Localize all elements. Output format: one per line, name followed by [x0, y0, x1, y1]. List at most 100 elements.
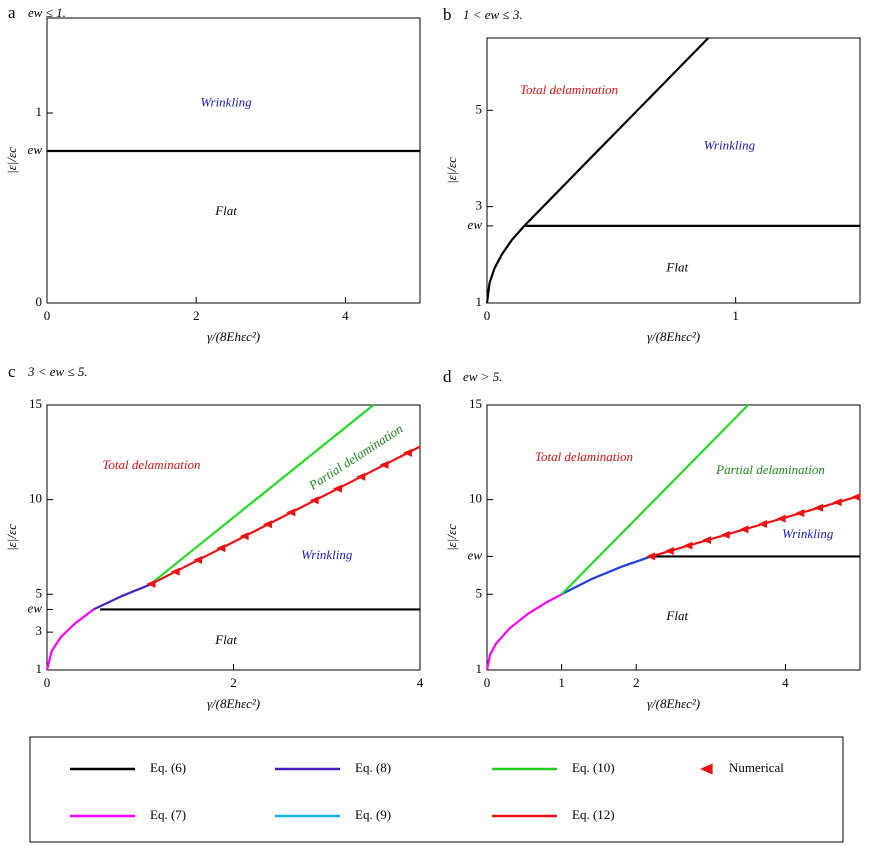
- numerical-marker: [832, 498, 842, 507]
- y-tick-label: 1: [36, 104, 43, 119]
- annotation: Flat: [214, 203, 237, 218]
- x-tick-label: 1: [558, 675, 565, 690]
- legend-label: Eq. (6): [150, 760, 186, 775]
- y-tick-label: 5: [476, 585, 483, 600]
- y-tick-label: 3: [476, 198, 483, 213]
- y-tick-label: 10: [469, 491, 482, 506]
- panel-subtitle: 1 < ew ≤ 3.: [463, 7, 523, 22]
- annotation: Partial delamination: [305, 421, 405, 493]
- numerical-marker: [776, 514, 786, 523]
- y-tick-label: 10: [29, 491, 42, 506]
- y-tick-label: 1: [36, 661, 43, 676]
- legend-label: Eq. (7): [150, 807, 186, 822]
- numerical-marker: [170, 567, 180, 576]
- numerical-marker: [758, 520, 768, 529]
- x-axis-label: γ/(8Ehεc²): [647, 696, 700, 711]
- y-tick-label: 1: [476, 661, 483, 676]
- numerical-marker: [309, 496, 319, 505]
- annotation: Flat: [214, 632, 237, 647]
- panel-subtitle: ew > 5.: [463, 369, 502, 384]
- panel-subtitle: ew ≤ 1.: [28, 5, 66, 20]
- annotation: Wrinkling: [301, 547, 353, 562]
- annotation: Total delamination: [535, 449, 633, 464]
- annotation: Flat: [665, 608, 688, 623]
- curve: [93, 583, 150, 611]
- plot-frame: [486, 404, 861, 671]
- panel-label: b: [443, 5, 452, 24]
- y-axis-label: |ε|/εc: [444, 524, 459, 551]
- numerical-marker: [146, 579, 156, 588]
- y-tick-label: 0: [36, 294, 43, 309]
- numerical-marker: [702, 536, 712, 545]
- y-tick-label: 3: [36, 623, 43, 638]
- annotation: Total delamination: [102, 457, 200, 472]
- x-tick-label: 2: [633, 675, 640, 690]
- plot-frame: [486, 37, 861, 304]
- numerical-marker: [851, 492, 861, 501]
- panel-subtitle: 3 < ew ≤ 5.: [27, 364, 88, 379]
- y-axis-label: |ε|/εc: [444, 157, 459, 184]
- x-tick-label: 4: [417, 675, 424, 690]
- legend-label: Eq. (12): [572, 807, 615, 822]
- y-tick-label: 5: [476, 101, 483, 116]
- numerical-marker: [683, 541, 693, 550]
- curve: [485, 593, 563, 671]
- numerical-marker: [813, 503, 823, 512]
- y-axis-label: |ε|/εc: [4, 147, 19, 174]
- annotation: Partial delamination: [715, 462, 825, 477]
- x-tick-label: 0: [484, 308, 491, 323]
- numerical-marker: [720, 530, 730, 539]
- legend-label: Eq. (8): [355, 760, 391, 775]
- curve: [485, 37, 710, 304]
- legend-box: [29, 736, 844, 843]
- curve: [560, 404, 749, 596]
- numerical-marker: [379, 460, 389, 469]
- panel-label: a: [8, 3, 16, 22]
- x-tick-label: 0: [44, 308, 51, 323]
- annotation: Total delamination: [520, 82, 618, 97]
- legend-label: Numerical: [729, 760, 784, 775]
- annotation: Wrinkling: [704, 138, 756, 153]
- numerical-marker: [286, 508, 296, 517]
- numerical-marker: [216, 544, 226, 553]
- numerical-marker: [193, 556, 203, 565]
- panel-label: d: [443, 367, 452, 386]
- legend-marker: [700, 763, 713, 775]
- y-tick-label: 1: [476, 294, 483, 309]
- curve: [149, 445, 421, 586]
- legend-label: Eq. (9): [355, 807, 391, 822]
- y-tick-label: 15: [29, 396, 42, 411]
- y-tick-label: 5: [36, 585, 43, 600]
- curve: [45, 608, 95, 671]
- x-axis-label: γ/(8Ehεc²): [207, 329, 260, 344]
- y-tick-label: ew: [468, 547, 483, 562]
- y-tick-label: 15: [469, 396, 482, 411]
- x-tick-label: 0: [44, 675, 51, 690]
- panel-label: c: [8, 362, 16, 381]
- numerical-marker: [402, 448, 412, 457]
- numerical-marker: [739, 525, 749, 534]
- x-tick-label: 2: [230, 675, 237, 690]
- annotation: Flat: [665, 260, 688, 275]
- numerical-marker: [239, 532, 249, 541]
- x-tick-label: 1: [732, 308, 739, 323]
- x-tick-label: 4: [782, 675, 789, 690]
- x-tick-label: 2: [193, 308, 200, 323]
- numerical-marker: [646, 552, 656, 561]
- x-tick-label: 0: [484, 675, 491, 690]
- curve: [561, 555, 652, 596]
- y-axis-label: |ε|/εc: [4, 524, 19, 551]
- legend-label: Eq. (10): [572, 760, 615, 775]
- curve: [148, 404, 375, 586]
- y-tick-label: ew: [28, 142, 43, 157]
- plot-frame: [46, 17, 421, 304]
- y-tick-label: ew: [468, 217, 483, 232]
- annotation: Wrinkling: [782, 526, 834, 541]
- numerical-marker: [263, 520, 273, 529]
- numerical-marker: [795, 509, 805, 518]
- numerical-marker: [356, 472, 366, 481]
- x-tick-label: 4: [342, 308, 349, 323]
- numerical-marker: [664, 546, 674, 555]
